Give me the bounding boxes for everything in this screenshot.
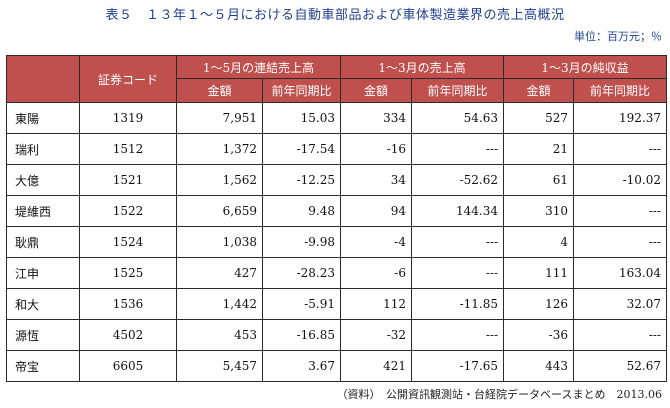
cell-sales-amount: -32 (340, 319, 412, 351)
table-row: 和大 1536 1,442 -5.91 112 -11.85 126 32.07 (6, 288, 667, 320)
subheader-yoy: 前年同期比 (573, 78, 667, 103)
cell-net-income-yoy: --- (573, 226, 667, 258)
cell-sales-amount: 34 (340, 164, 412, 196)
cell-consolidated-sales-amount: 427 (176, 257, 263, 289)
unit-note: 単位：百万元；％ (574, 30, 662, 43)
cell-net-income-yoy: 32.07 (573, 288, 667, 320)
cell-sales-amount: 421 (340, 350, 412, 382)
cell-net-income-yoy: 192.37 (573, 102, 667, 134)
subheader-amount: 金額 (503, 78, 574, 103)
cell-net-income-amount: 310 (503, 195, 574, 227)
sales-table: 証券コード 1～5月の連結売上高 1～3月の売上高 1～3月の純収益 金額 前年… (6, 55, 667, 382)
cell-stock-code: 1512 (79, 133, 177, 165)
cell-sales-amount: 94 (340, 195, 412, 227)
cell-consolidated-sales-amount: 1,372 (176, 133, 263, 165)
header-group-net-income: 1～3月の純収益 (503, 55, 667, 79)
cell-company-name: 東陽 (6, 102, 80, 134)
cell-consolidated-sales-yoy: 9.48 (262, 195, 341, 227)
cell-stock-code: 4502 (79, 319, 177, 351)
cell-consolidated-sales-yoy: 15.03 (262, 102, 341, 134)
cell-company-name: 耿鼎 (6, 226, 80, 258)
table-title: 表５ １３年１～５月における自動車部品および車体製造業界の売上高概況 (105, 8, 565, 23)
cell-sales-yoy: -11.85 (411, 288, 504, 320)
cell-stock-code: 1524 (79, 226, 177, 258)
cell-net-income-yoy: --- (573, 195, 667, 227)
table-row: 江申 1525 427 -28.23 -6 --- 111 163.04 (6, 257, 667, 289)
cell-net-income-amount: 61 (503, 164, 574, 196)
cell-consolidated-sales-yoy: -28.23 (262, 257, 341, 289)
cell-net-income-yoy: 52.67 (573, 350, 667, 382)
cell-stock-code: 1521 (79, 164, 177, 196)
cell-company-name: 江申 (6, 257, 80, 289)
cell-stock-code: 1525 (79, 257, 177, 289)
cell-company-name: 堤維西 (6, 195, 80, 227)
cell-stock-code: 6605 (79, 350, 177, 382)
cell-net-income-amount: 111 (503, 257, 574, 289)
cell-consolidated-sales-yoy: -12.25 (262, 164, 341, 196)
cell-consolidated-sales-amount: 1,442 (176, 288, 263, 320)
cell-sales-yoy: --- (411, 133, 504, 165)
cell-consolidated-sales-yoy: -17.54 (262, 133, 341, 165)
cell-sales-yoy: --- (411, 319, 504, 351)
cell-net-income-yoy: --- (573, 319, 667, 351)
cell-sales-yoy: --- (411, 226, 504, 258)
table-row: 堤維西 1522 6,659 9.48 94 144.34 310 --- (6, 195, 667, 227)
cell-sales-amount: -4 (340, 226, 412, 258)
cell-net-income-yoy: --- (573, 133, 667, 165)
cell-consolidated-sales-amount: 453 (176, 319, 263, 351)
cell-net-income-amount: 4 (503, 226, 574, 258)
table-row: 源恆 4502 453 -16.85 -32 --- -36 --- (6, 319, 667, 351)
cell-company-name: 和大 (6, 288, 80, 320)
cell-net-income-amount: 443 (503, 350, 574, 382)
cell-sales-amount: 112 (340, 288, 412, 320)
cell-company-name: 源恆 (6, 319, 80, 351)
source-note: （資料） 公開資訊観測站・台経院データベースまとめ 2013.06 (336, 388, 662, 401)
cell-consolidated-sales-amount: 1,562 (176, 164, 263, 196)
cell-sales-yoy: -17.65 (411, 350, 504, 382)
table-row: 耿鼎 1524 1,038 -9.98 -4 --- 4 --- (6, 226, 667, 258)
cell-net-income-amount: 21 (503, 133, 574, 165)
cell-sales-amount: 334 (340, 102, 412, 134)
cell-stock-code: 1522 (79, 195, 177, 227)
cell-sales-yoy: --- (411, 257, 504, 289)
cell-sales-yoy: 144.34 (411, 195, 504, 227)
table-row: 大億 1521 1,562 -12.25 34 -52.62 61 -10.02 (6, 164, 667, 196)
cell-sales-yoy: 54.63 (411, 102, 504, 134)
cell-net-income-amount: 527 (503, 102, 574, 134)
cell-consolidated-sales-yoy: -5.91 (262, 288, 341, 320)
table-body: 東陽 1319 7,951 15.03 334 54.63 527 192.37 瑞利 1512 1… (6, 102, 667, 382)
header-code: 証券コード (79, 55, 177, 103)
header-group-sales: 1～3月の売上高 (340, 55, 504, 79)
subheader-yoy: 前年同期比 (411, 78, 504, 103)
cell-consolidated-sales-amount: 7,951 (176, 102, 263, 134)
cell-net-income-amount: 126 (503, 288, 574, 320)
table-row: 東陽 1319 7,951 15.03 334 54.63 527 192.37 (6, 102, 667, 134)
cell-net-income-yoy: 163.04 (573, 257, 667, 289)
cell-stock-code: 1536 (79, 288, 177, 320)
cell-sales-yoy: -52.62 (411, 164, 504, 196)
subheader-yoy: 前年同期比 (262, 78, 341, 103)
cell-consolidated-sales-amount: 1,038 (176, 226, 263, 258)
cell-consolidated-sales-yoy: -16.85 (262, 319, 341, 351)
header-group-consolidated-sales: 1～5月の連結売上高 (176, 55, 341, 79)
cell-sales-amount: -16 (340, 133, 412, 165)
cell-company-name: 帝宝 (6, 350, 80, 382)
cell-sales-amount: -6 (340, 257, 412, 289)
subheader-amount: 金額 (340, 78, 412, 103)
cell-stock-code: 1319 (79, 102, 177, 134)
cell-consolidated-sales-amount: 5,457 (176, 350, 263, 382)
cell-net-income-yoy: -10.02 (573, 164, 667, 196)
cell-company-name: 大億 (6, 164, 80, 196)
cell-consolidated-sales-yoy: 3.67 (262, 350, 341, 382)
table-row: 瑞利 1512 1,372 -17.54 -16 --- 21 --- (6, 133, 667, 165)
subheader-amount: 金額 (176, 78, 263, 103)
cell-net-income-amount: -36 (503, 319, 574, 351)
table-row: 帝宝 6605 5,457 3.67 421 -17.65 443 52.67 (6, 350, 667, 382)
cell-company-name: 瑞利 (6, 133, 80, 165)
cell-consolidated-sales-amount: 6,659 (176, 195, 263, 227)
header-company (6, 55, 80, 103)
cell-consolidated-sales-yoy: -9.98 (262, 226, 341, 258)
